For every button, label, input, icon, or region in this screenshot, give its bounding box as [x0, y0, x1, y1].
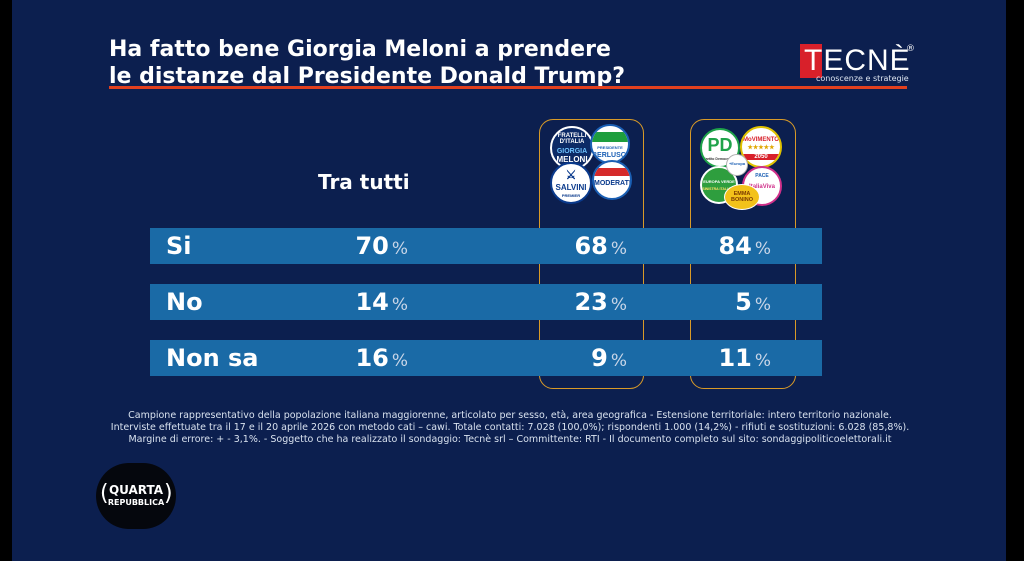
m5s-logo-text: MoVIMENTO: [743, 137, 779, 143]
tecne-logo-red-block: [800, 44, 822, 78]
value-number: 68: [574, 232, 608, 260]
poll-question-line-1: Ha fatto bene Giorgia Meloni a prendere: [109, 37, 611, 62]
methodology-note: Campione rappresentativo della popolazio…: [60, 410, 960, 446]
nm-logo-text: MODERATI: [594, 180, 631, 187]
percent-sign: %: [610, 295, 627, 315]
logo-left-paren: (: [100, 481, 109, 506]
fdi-logo-name2: MELONI: [556, 155, 588, 164]
value-tutti-non-sa: 16%: [288, 340, 408, 379]
quarta-repubblica-logo: ( QUARTA REPUBBLICA ): [96, 463, 176, 529]
percent-sign: %: [391, 239, 408, 259]
value-number: 84: [718, 232, 752, 260]
tecne-logo: TECNÈ ® conoscenze e strategie: [800, 44, 920, 84]
eb-logo-text: EMMA BONINO: [731, 191, 753, 203]
methodology-note-line-2: Interviste effettuate tra il 17 e il 20 …: [110, 422, 910, 433]
emma-bonino-logo: EMMA BONINO: [724, 184, 760, 210]
value-number: 16: [355, 344, 389, 372]
value-tutti-si: 70%: [288, 228, 408, 267]
value-csx-si: 84%: [651, 228, 771, 267]
noi-moderati-logo: MODERATI: [592, 160, 632, 200]
pace-logo-text: PACE: [755, 173, 769, 179]
show-logo-line-1: QUARTA: [108, 483, 164, 497]
spd-logo-text: SINISTRA ITALIANA: [702, 187, 736, 191]
methodology-note-line-1: Campione rappresentativo della popolazio…: [128, 410, 892, 421]
lega-logo-sub: PREMIER: [561, 193, 581, 198]
row-bar-si: [150, 228, 822, 264]
value-number: 14: [355, 288, 389, 316]
value-cdx-no: 23%: [507, 284, 627, 323]
percent-sign: %: [610, 351, 627, 371]
methodology-note-line-3: Margine di errore: + - 3,1%. - Soggetto …: [128, 434, 892, 445]
forza-italia-logo: PRESIDENTE BERLUSCONI: [590, 124, 630, 164]
piu-europa-text: +Europa: [728, 161, 746, 166]
logo-right-paren: ): [164, 481, 173, 506]
tecne-logo-word: TECNÈ: [804, 44, 911, 77]
value-csx-non-sa: 11%: [651, 340, 771, 379]
row-bar-no: [150, 284, 822, 320]
value-tutti-no: 14%: [288, 284, 408, 323]
avs-logo-text: EUROPA VERDE: [703, 179, 735, 184]
value-cdx-non-sa: 9%: [507, 340, 627, 379]
value-number: 11: [718, 344, 752, 372]
fdi-logo-line1: FRATELLI: [557, 133, 587, 139]
value-number: 9: [591, 344, 608, 372]
row-label-non-sa: Non sa: [166, 344, 259, 372]
piu-europa-logo: +Europa: [726, 154, 748, 176]
fi-logo-text: BERLUSCONI: [592, 152, 628, 159]
percent-sign: %: [754, 239, 771, 259]
percent-sign: %: [754, 295, 771, 315]
poll-question: Ha fatto bene Giorgia Meloni a prendere …: [109, 36, 669, 90]
poll-question-line-2: le distanze dal Presidente Donald Trump?: [109, 64, 626, 89]
percent-sign: %: [610, 239, 627, 259]
poll-screen: [12, 0, 1006, 561]
row-label-si: Si: [166, 232, 192, 260]
pd-logo-text: PD: [707, 135, 733, 155]
show-logo-line-2: REPUBBLICA: [107, 498, 165, 507]
centrodestra-party-logos: FRATELLI D'ITALIA GIORGIA MELONI PRESIDE…: [550, 124, 632, 204]
percent-sign: %: [391, 351, 408, 371]
value-number: 5: [735, 288, 752, 316]
fdi-logo-line2: D'ITALIA: [559, 139, 585, 145]
value-number: 23: [574, 288, 608, 316]
percent-sign: %: [391, 295, 408, 315]
iv-logo-text: ItaliaViva: [749, 184, 775, 190]
fi-president-text: PRESIDENTE: [597, 145, 623, 150]
group-label-tutti: Tra tutti: [318, 170, 410, 194]
pd-logo-sub: Partito Democratico: [703, 157, 737, 161]
value-cdx-si: 68%: [507, 228, 627, 267]
percent-sign: %: [754, 351, 771, 371]
title-underline: [109, 86, 907, 89]
tecne-tagline: conoscenze e strategie: [816, 74, 909, 83]
centrosinistra-party-logos: PD Partito Democratico MoVIMENTO ★★★★★ 2…: [700, 126, 782, 210]
value-number: 70: [355, 232, 389, 260]
row-bar-non-sa: [150, 340, 822, 376]
m5s-logo-year: 2050: [742, 154, 780, 161]
value-csx-no: 5%: [651, 284, 771, 323]
lega-logo-text: SALVINI: [555, 183, 587, 192]
row-label-no: No: [166, 288, 203, 316]
fdi-logo-name1: GIORGIA: [556, 148, 588, 155]
lega-logo: ⚔ SALVINI PREMIER: [550, 162, 592, 204]
registered-mark: ®: [906, 44, 915, 54]
